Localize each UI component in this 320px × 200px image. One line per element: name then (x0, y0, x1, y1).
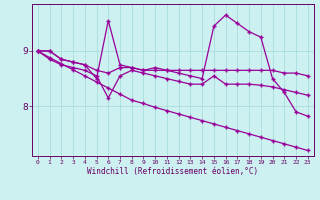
X-axis label: Windchill (Refroidissement éolien,°C): Windchill (Refroidissement éolien,°C) (87, 167, 258, 176)
